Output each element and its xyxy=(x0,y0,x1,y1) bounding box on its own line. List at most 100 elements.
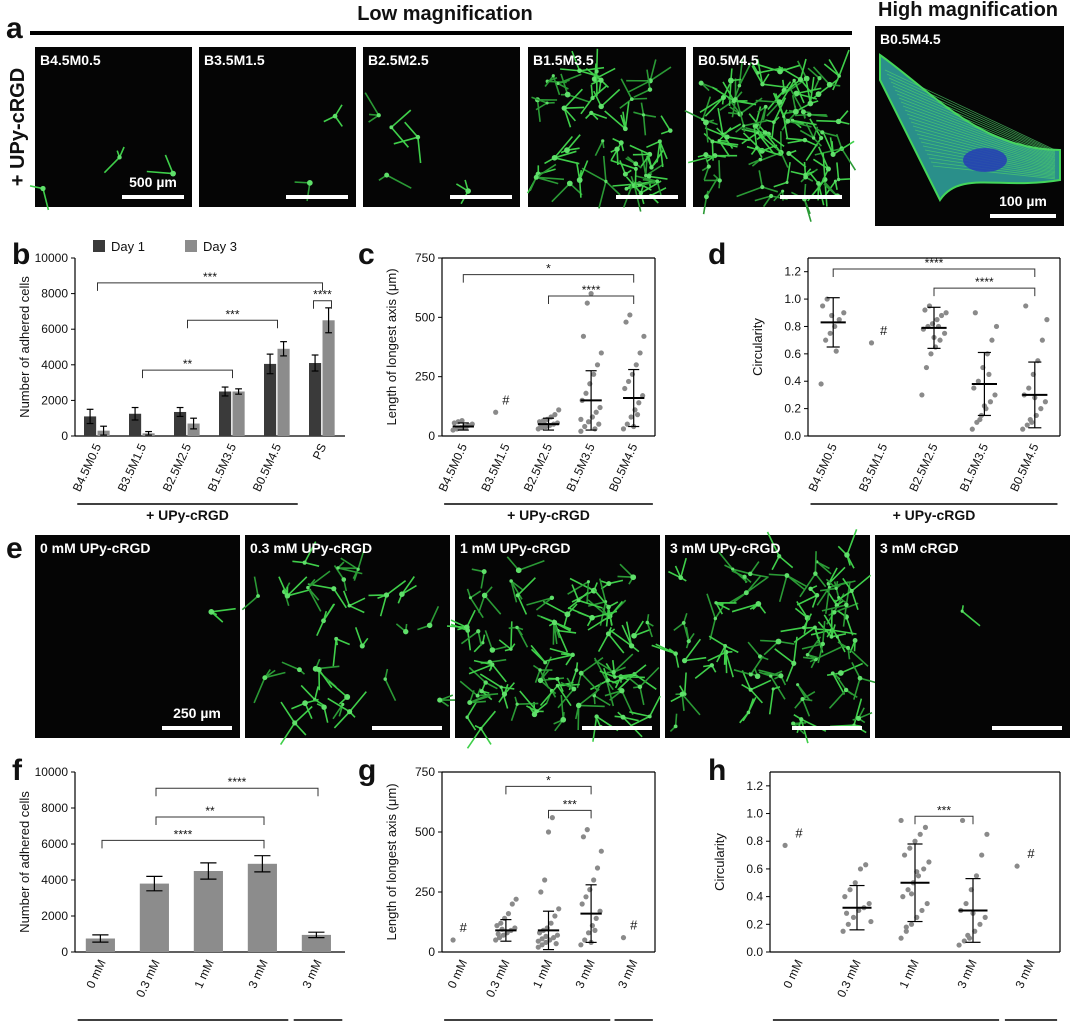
cell-body xyxy=(611,669,616,675)
data-point xyxy=(591,371,597,377)
cell-body xyxy=(657,139,662,144)
cell-body xyxy=(829,634,834,639)
cell-body xyxy=(826,81,833,88)
data-point xyxy=(1038,406,1044,412)
cell-body xyxy=(589,110,594,115)
y-tick-label: 6000 xyxy=(41,322,68,336)
cell-body xyxy=(960,609,964,613)
fiber xyxy=(894,89,1056,157)
fiber xyxy=(898,97,1056,159)
y-tick-label: 10000 xyxy=(35,251,69,265)
cell xyxy=(794,691,816,717)
cell-body xyxy=(262,675,268,681)
data-point xyxy=(912,838,918,844)
cell-body xyxy=(297,667,302,673)
y-tick-label: 750 xyxy=(415,765,435,779)
cell-body xyxy=(341,577,347,582)
x-tick-label: B3.5M1.5 xyxy=(856,441,891,494)
data-point xyxy=(921,866,927,872)
significance-label: ** xyxy=(183,357,193,371)
cell-body xyxy=(624,186,629,191)
cell-body xyxy=(737,83,742,88)
data-point xyxy=(598,848,604,854)
cell xyxy=(741,128,777,154)
cell xyxy=(805,118,822,162)
cell-body xyxy=(479,726,483,731)
cell-body xyxy=(837,74,841,78)
scale-label: 100 µm xyxy=(999,193,1047,209)
y-tick-label: 8000 xyxy=(41,801,68,815)
scale-bar xyxy=(780,195,842,199)
cell xyxy=(614,675,645,689)
data-point xyxy=(549,815,555,821)
cell xyxy=(629,695,661,727)
data-point xyxy=(543,933,549,940)
y-tick-label: 0.6 xyxy=(746,862,763,876)
cell xyxy=(468,690,491,704)
cell-body xyxy=(679,691,685,697)
cell-body xyxy=(551,74,555,78)
cell xyxy=(781,109,812,131)
cell xyxy=(814,133,857,171)
bar xyxy=(129,413,142,436)
x-tick-label: 0 mM xyxy=(83,957,108,990)
cell xyxy=(793,626,824,653)
cell xyxy=(241,576,259,611)
cell-body xyxy=(760,184,765,190)
data-point xyxy=(959,817,966,824)
data-point xyxy=(539,936,545,942)
cell-body xyxy=(594,69,599,74)
cell xyxy=(699,83,731,117)
cell-body xyxy=(703,152,709,158)
cell-body xyxy=(803,172,808,178)
cell xyxy=(794,113,828,118)
cell-body xyxy=(772,120,776,124)
fiber xyxy=(892,85,1056,156)
cell-body xyxy=(717,139,721,143)
data-point xyxy=(992,392,998,398)
x-tick-label: 0 mM xyxy=(445,957,470,990)
cell-body xyxy=(403,628,409,635)
cell-body xyxy=(40,185,46,192)
cell xyxy=(816,580,856,614)
data-point xyxy=(926,859,932,865)
cell xyxy=(619,78,648,109)
data-point xyxy=(593,915,599,922)
cell-body xyxy=(359,643,365,649)
cell xyxy=(852,707,873,724)
significance-bracket xyxy=(155,816,265,825)
cell-body xyxy=(426,622,433,629)
y-tick-label: 500 xyxy=(415,825,435,839)
cell-body xyxy=(797,76,804,83)
fiber xyxy=(884,69,1056,151)
cell-body xyxy=(576,598,581,603)
cell-body xyxy=(604,179,608,184)
cell xyxy=(703,132,739,161)
side-label: + UPy-cRGD xyxy=(7,68,29,186)
panel-label: f xyxy=(12,754,23,787)
cell xyxy=(342,590,366,614)
cell-body xyxy=(743,590,749,596)
data-point xyxy=(495,931,501,937)
cell-body xyxy=(564,91,571,98)
cell-body xyxy=(601,139,605,143)
significance-bracket xyxy=(187,319,278,329)
cell-body xyxy=(576,177,583,183)
bar xyxy=(232,391,245,436)
cell-body xyxy=(170,170,176,177)
cell-body xyxy=(537,677,544,684)
cell-body xyxy=(334,636,339,641)
cell-body xyxy=(551,619,558,626)
cell-body xyxy=(332,113,338,119)
cell xyxy=(749,561,769,579)
cell-body xyxy=(833,179,837,183)
cell-body xyxy=(383,677,387,681)
image-label: B4.5M0.5 xyxy=(40,52,101,68)
cell xyxy=(733,655,764,676)
data-point xyxy=(901,852,908,858)
cell xyxy=(778,58,812,96)
y-tick-label: 6000 xyxy=(41,837,68,851)
cell-body xyxy=(755,146,759,150)
data-point xyxy=(545,829,552,835)
cell-body xyxy=(748,571,753,577)
